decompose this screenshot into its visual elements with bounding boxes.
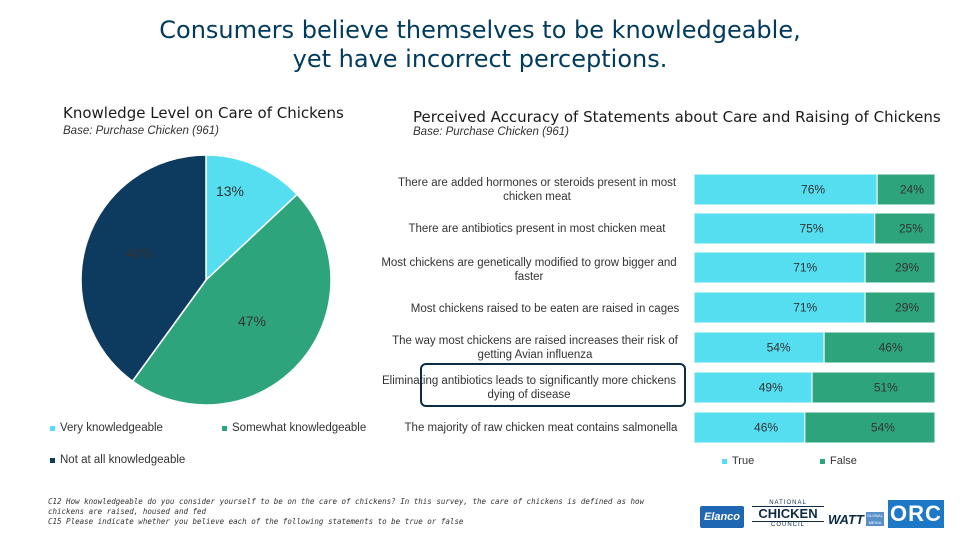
- statement-3-line-1: Most chickens are genetically modified t…: [381, 257, 677, 269]
- national-chicken-council-logo: NATIONAL CHICKEN COUNCIL: [752, 500, 824, 536]
- footnote-line-1: C12 How knowledgeable do you consider yo…: [48, 497, 645, 506]
- bar-label-4-true: 71%: [793, 301, 817, 315]
- highlight-box: [420, 363, 686, 407]
- statement-2-line-1: There are antibiotics present in most ch…: [408, 223, 666, 235]
- legend-label-not-at-all: Not at all knowledgeable: [60, 454, 186, 466]
- pie-slice-2: [131, 193, 332, 406]
- pie-slice-label-1: 13%: [216, 183, 244, 199]
- watt-logo: WATT GLOBAL MEDIA: [828, 508, 884, 530]
- bar-7-true: [693, 411, 806, 444]
- legend-swatch-very: [50, 425, 55, 431]
- legend-swatch-not-at-all: [50, 457, 55, 463]
- bar-5-true: [693, 331, 825, 364]
- statement-7: The majority of raw chicken meat contain…: [376, 421, 706, 435]
- bar-4-false: [864, 291, 936, 324]
- pie-slice-1: [205, 154, 299, 282]
- statement-1-line-1: There are added hormones or steroids pre…: [397, 177, 677, 189]
- bar-2-true: [693, 212, 876, 245]
- pie-slice-3: [80, 154, 207, 383]
- orc-logo-text: ORC: [890, 501, 942, 526]
- statement-6-line-2: dying of disease: [487, 389, 571, 401]
- legend-label-false: False: [830, 455, 857, 467]
- legend-somewhat-knowledgeable: Somewhat knowledgeable: [222, 422, 366, 434]
- legend-swatch-true: [722, 458, 727, 464]
- bar-1-true: [693, 173, 878, 206]
- legend-very-knowledgeable: Very knowledgeable: [50, 422, 163, 434]
- statement-1: There are added hormones or steroids pre…: [372, 176, 702, 204]
- legend-false: False: [820, 455, 857, 467]
- ncc-logo-top: NATIONAL: [769, 500, 807, 506]
- statement-4-line-1: Most chickens raised to be eaten are rai…: [410, 303, 680, 315]
- bar-panel-title: Perceived Accuracy of Statements about C…: [413, 108, 941, 126]
- pie-slice-label-3: 40%: [126, 245, 154, 261]
- bar-label-4-false: 29%: [895, 301, 919, 315]
- footnote: C12 How knowledgeable do you consider yo…: [48, 497, 698, 527]
- statement-2: There are antibiotics present in most ch…: [372, 222, 702, 236]
- statement-5-line-2: getting Avian influenza: [477, 349, 593, 361]
- legend-true: True: [722, 455, 754, 467]
- bar-label-2-true: 75%: [799, 222, 823, 236]
- bar-label-1-true: 76%: [801, 183, 825, 197]
- bar-6-false: [811, 371, 936, 404]
- pie-panel-title: Knowledge Level on Care of Chickens: [63, 104, 344, 122]
- bar-3-true: [693, 251, 866, 284]
- bar-label-5-true: 54%: [767, 341, 791, 355]
- elanco-logo: Elanco: [700, 506, 744, 528]
- bar-label-2-false: 25%: [899, 222, 923, 236]
- bar-label-7-true: 46%: [754, 421, 778, 435]
- bar-4-true: [693, 291, 866, 324]
- legend-not-at-all-knowledgeable: Not at all knowledgeable: [50, 454, 185, 466]
- bar-2-false: [874, 212, 936, 245]
- bar-label-6-true: 49%: [759, 381, 783, 395]
- title-line-1: Consumers believe themselves to be knowl…: [159, 16, 801, 44]
- title-line-2: yet have incorrect perceptions.: [292, 45, 668, 73]
- bar-label-3-false: 29%: [895, 261, 919, 275]
- legend-label-somewhat: Somewhat knowledgeable: [232, 422, 367, 434]
- elanco-logo-text: Elanco: [703, 511, 741, 523]
- statement-6: Eliminating antibiotics leads to signifi…: [364, 374, 694, 402]
- statement-1-line-2: chicken meat: [503, 191, 571, 203]
- statement-5: The way most chickens are raised increas…: [370, 334, 700, 362]
- statement-3-line-2: faster: [514, 271, 544, 283]
- bar-7-false: [804, 411, 936, 444]
- watt-logo-sub: GLOBAL MEDIA: [865, 512, 884, 526]
- bar-panel-base: Base: Purchase Chicken (961): [413, 126, 569, 138]
- legend-label-very: Very knowledgeable: [60, 422, 163, 434]
- orc-logo: ORC: [888, 500, 944, 528]
- page-title: Consumers believe themselves to be knowl…: [0, 16, 960, 74]
- bar-label-7-false: 54%: [871, 421, 895, 435]
- bar-6-true: [693, 371, 813, 404]
- statement-7-line-1: The majority of raw chicken meat contain…: [404, 422, 678, 434]
- statement-3: Most chickens are genetically modified t…: [364, 256, 694, 284]
- legend-swatch-somewhat: [222, 425, 227, 431]
- bar-label-5-false: 46%: [879, 341, 903, 355]
- bar-3-false: [864, 251, 936, 284]
- knowledge-pie-chart: 13% 47% 40%: [80, 154, 332, 406]
- bar-1-false: [876, 173, 936, 206]
- ncc-logo-bottom: COUNCIL: [770, 522, 805, 528]
- watt-logo-text: WATT: [828, 511, 864, 527]
- ncc-logo-main: CHICKEN: [752, 506, 824, 522]
- statement-5-line-1: The way most chickens are raised increas…: [392, 335, 678, 347]
- pie-slice-label-2: 47%: [238, 313, 266, 329]
- statement-4: Most chickens raised to be eaten are rai…: [380, 302, 710, 316]
- footnote-line-2: chickens are raised, housed and fed: [48, 507, 207, 516]
- bar-5-false: [823, 331, 936, 364]
- pie-panel-base: Base: Purchase Chicken (961): [63, 125, 219, 137]
- legend-label-true: True: [732, 455, 755, 467]
- legend-swatch-false: [820, 458, 825, 464]
- bar-label-6-false: 51%: [874, 381, 898, 395]
- statement-6-line-1: Eliminating antibiotics leads to signifi…: [381, 375, 677, 387]
- footnote-line-3: C15 Please indicate whether you believe …: [48, 517, 464, 526]
- bar-label-3-true: 71%: [793, 261, 817, 275]
- bar-label-1-false: 24%: [900, 183, 924, 197]
